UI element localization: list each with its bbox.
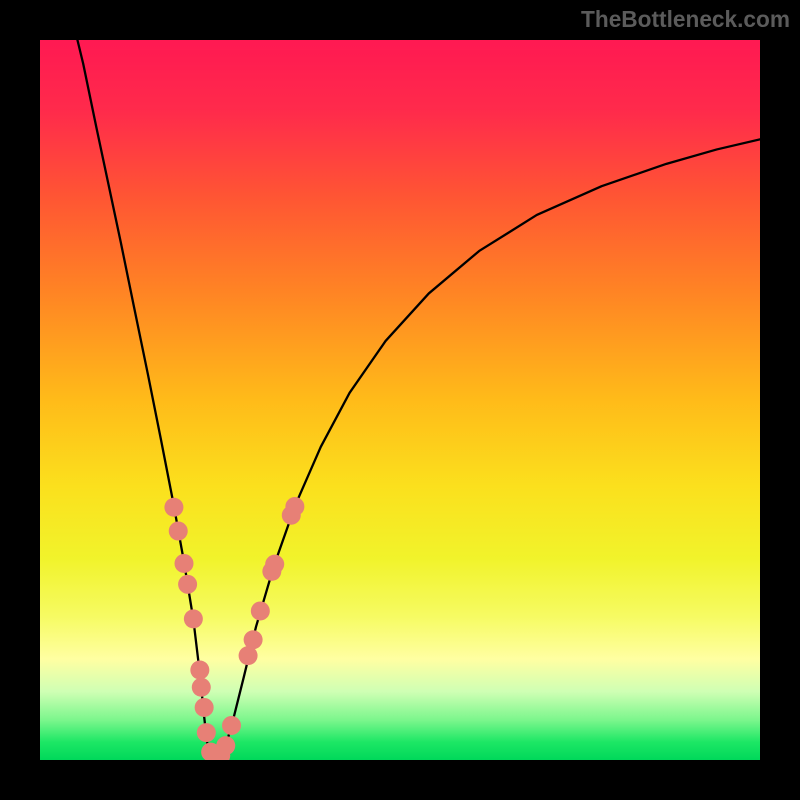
chart-stage: TheBottleneck.com — [0, 0, 800, 800]
chart-svg — [0, 0, 800, 800]
watermark-label: TheBottleneck.com — [581, 6, 790, 33]
